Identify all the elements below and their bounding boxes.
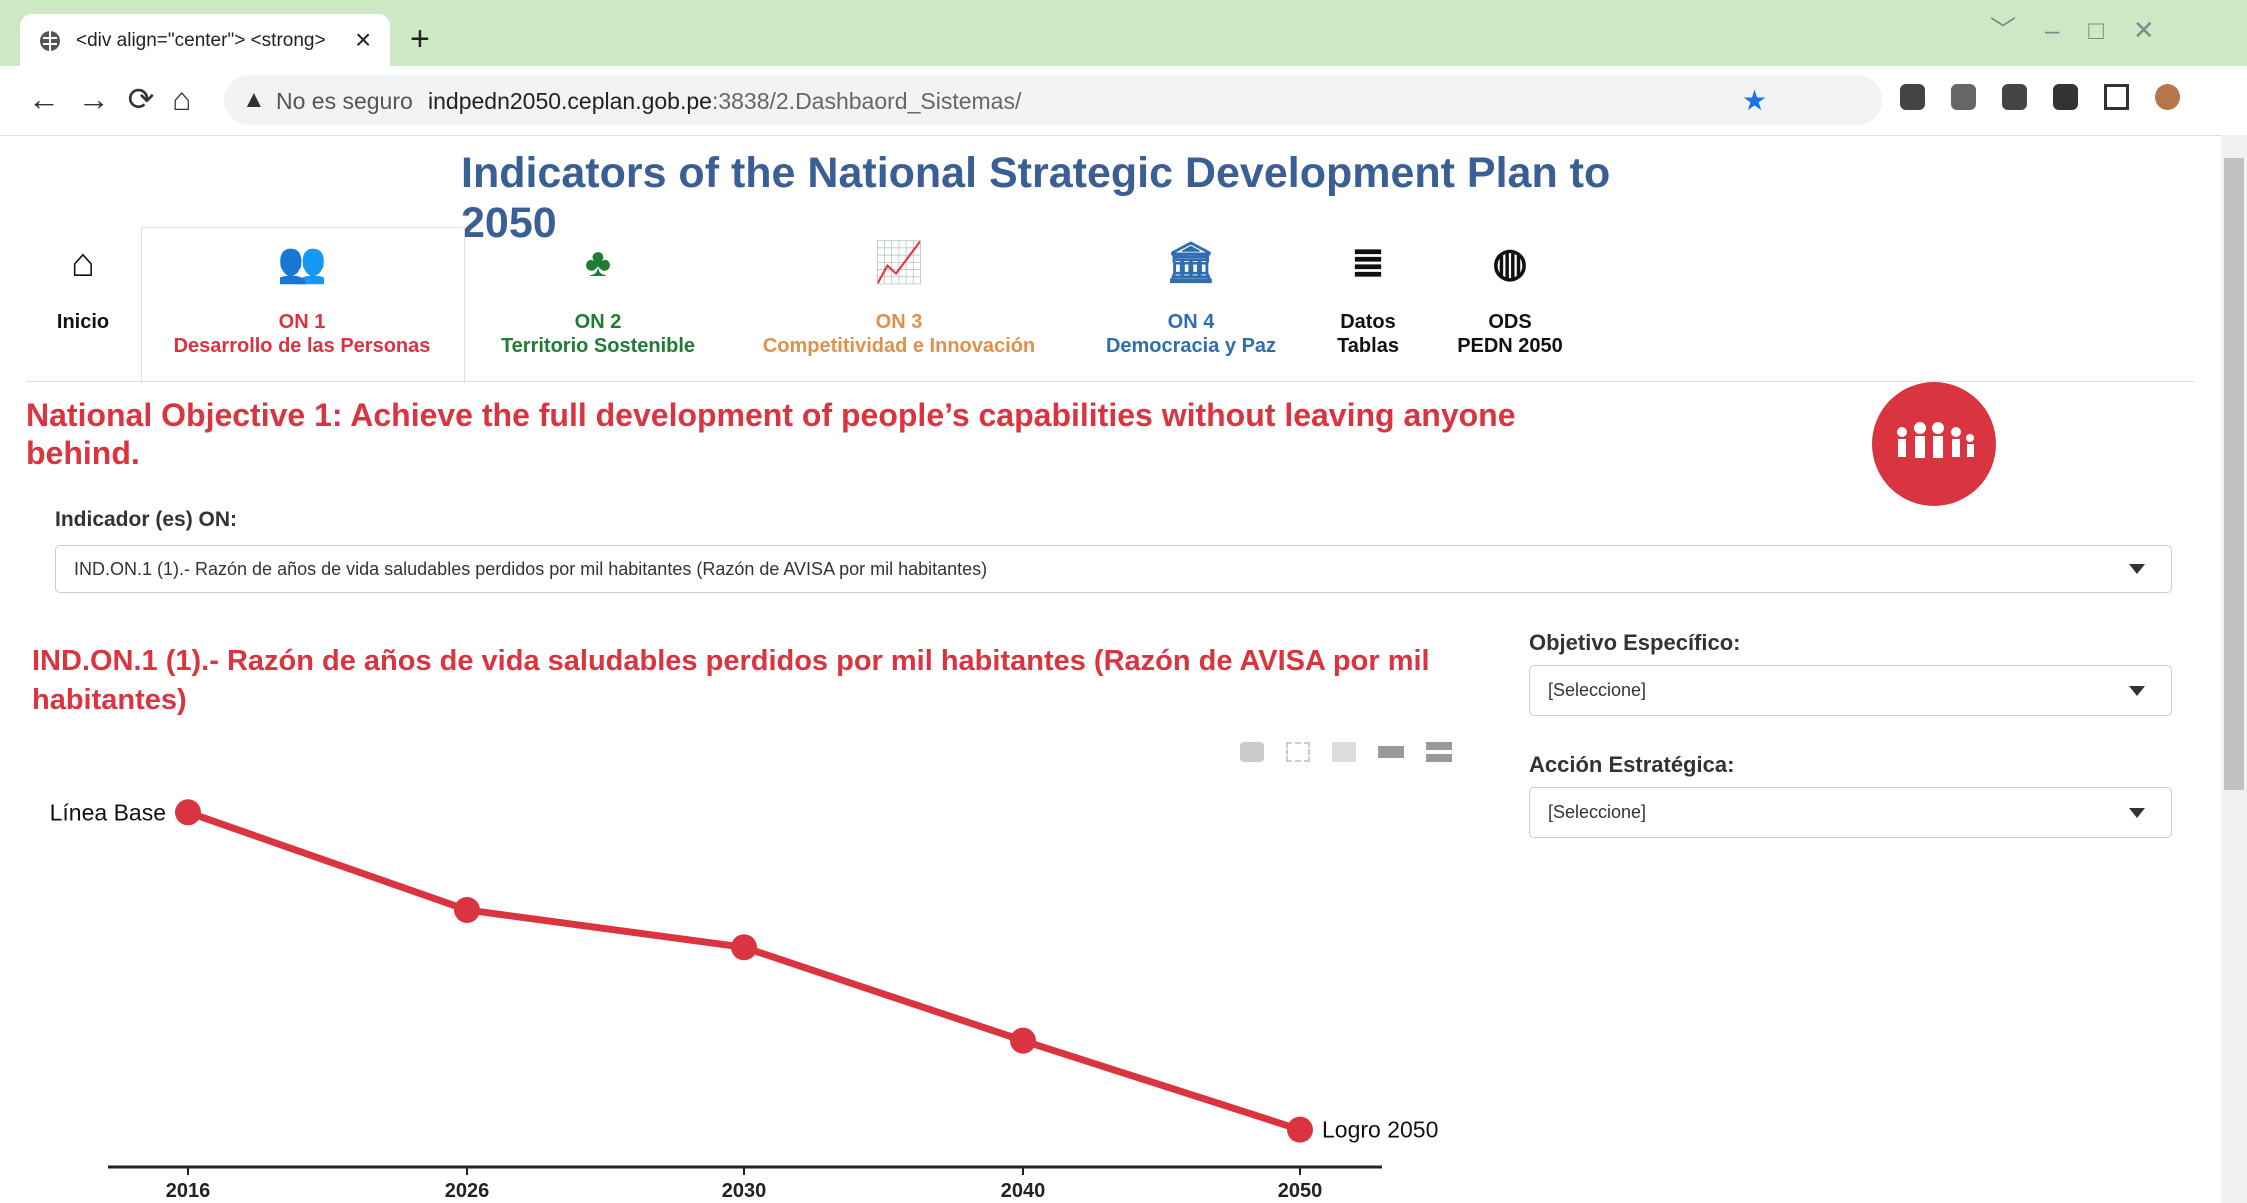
line [186,809,1302,1133]
nav-buttons[interactable]: ← → ⟳ ⌂ [28,81,192,117]
chart: 2016 2026 2030 2040 2050 Línea Base Logro 2050 [50,799,1438,1202]
nav-label: Datos [1340,311,1396,333]
globe-icon [40,31,60,51]
address-bar[interactable] [224,75,1882,125]
nav-tab[interactable]: 🏛 ON 4 Democracia y Paz [1106,238,1276,358]
scroll-thumb[interactable] [2224,158,2244,790]
x-tick-label: 2050 [1278,1180,1323,1202]
chart-title: IND.ON.1 (1).- Razón de años de vida sal… [32,645,1430,716]
x-tick-label: 2026 [445,1180,490,1202]
indicator-select[interactable]: IND.ON.1 (1).- Razón de años de vida sal… [55,545,2172,593]
mode-button[interactable] [1240,742,1264,762]
annotation: Línea Base [50,799,166,825]
x-tick-label: 2040 [1001,1180,1046,1202]
tab-title: <div align="center"> <strong> [76,30,326,51]
filter-label: Objetivo Específico: [1529,630,1741,655]
window-controls[interactable]: ﹀ – □ ✕ [1990,15,2155,45]
nav-label: Inicio [56,311,110,333]
point [731,934,757,961]
page-title: Indicators of the National Strategic Dev… [461,149,1611,247]
point [454,896,480,923]
nav-label: ON 4 [1167,311,1215,333]
caret [2129,685,2145,696]
nav-icon: 👥 [277,241,327,285]
x-tick-label: 2016 [166,1180,211,1202]
point [1287,1116,1313,1143]
nav-tab[interactable]: ◍ ODS PEDN 2050 [1457,238,1563,358]
select-value: [Seleccione] [1548,802,1647,822]
warning-icon: ▲ [242,86,266,113]
objective: National Objective 1: Achieve the full d… [26,397,1516,471]
active-tab [141,227,465,383]
nav-label: ON 1 [278,311,326,333]
x-tick-label: 2030 [722,1180,767,1202]
nav-tab[interactable]: 👥 ON 1 Desarrollo de las Personas [174,238,431,358]
nav-icon: 🏛 [1165,241,1217,285]
ext-icon[interactable] [2001,84,2027,110]
mode-button[interactable] [1286,742,1310,762]
extensions [1900,84,2180,114]
ext-icon[interactable] [1950,84,1976,110]
nav-tab[interactable]: 📈 ON 3 Competitividad e Innovación [763,238,1035,358]
modebar [1240,742,1452,762]
point [1010,1027,1036,1054]
indicator-label: Indicador (es) ON: [55,508,238,531]
nav-sublabel: Territorio Sostenible [500,335,696,357]
mode-button[interactable] [1332,742,1356,762]
ext-icon[interactable] [1900,84,1925,110]
nav-tab[interactable]: ≣ Datos Tablas [1337,238,1399,358]
select-value: IND.ON.1 (1).- Razón de años de vida sal… [74,558,988,579]
nav-sublabel: PEDN 2050 [1457,335,1563,357]
mode-button[interactable] [1378,746,1404,758]
nav-label: ODS [1488,311,1532,333]
caret [2129,807,2145,818]
tab[interactable] [20,14,390,66]
url-host: indpedn2050.ceplan.gob.pe [428,88,712,114]
nav-tab[interactable]: ⌂ Inicio [57,238,109,334]
url-path: :3838/2.Dashbaord_Sistemas/ [711,88,1022,114]
mode-button[interactable] [1426,742,1452,762]
filter-select[interactable]: [Seleccione] [1529,787,2172,838]
filter-label: Acción Estratégica: [1529,752,1735,777]
nav-sublabel: Desarrollo de las Personas [173,335,431,357]
nav-sublabel: Democracia y Paz [1105,335,1277,357]
nav-icon: ◍ [1492,241,1528,285]
nav-label: ON 2 [574,311,622,333]
point [175,799,201,826]
nav-icon: 📈 [874,241,924,285]
security-label: No es seguro [276,88,413,114]
nav-icon: ♣ [584,241,612,285]
objective-icon [1872,382,1996,506]
caret [2129,564,2145,574]
annotation: Logro 2050 [1322,1117,1438,1143]
new-tab[interactable]: + [410,20,430,58]
filter-select[interactable]: [Seleccione] [1529,665,2172,716]
tab-divider [26,381,2195,382]
star[interactable]: ★ [1742,85,1768,116]
nav-icon: ≣ [1351,241,1385,285]
nav-tab[interactable]: ♣ ON 2 Territorio Sostenible [501,238,695,358]
avatar[interactable] [2155,84,2180,110]
ext-icon[interactable] [2052,84,2078,110]
select-value: [Seleccione] [1548,680,1647,700]
tab-close[interactable]: × [355,24,372,55]
nav-sublabel: Tablas [1337,335,1399,357]
nav-sublabel: Competitividad e Innovación [762,335,1036,357]
nav-icon: ⌂ [70,241,96,285]
url: indpedn2050.ceplan.gob.pe:3838/2.Dashbao… [428,88,1021,115]
side-panel[interactable] [2103,84,2130,110]
nav-label: ON 3 [875,311,923,333]
